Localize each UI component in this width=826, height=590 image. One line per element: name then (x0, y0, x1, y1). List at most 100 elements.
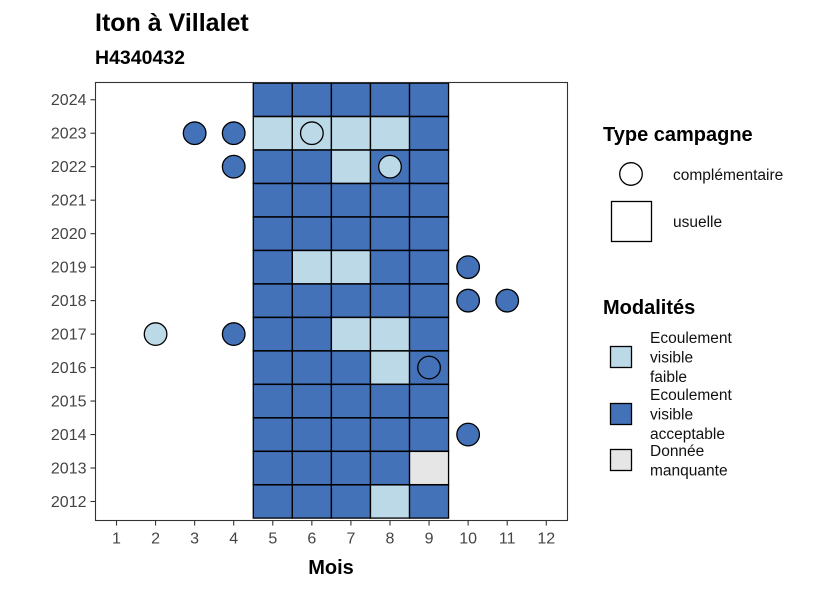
legends: Type campagne complémentaire usuelle Modali… (603, 124, 783, 480)
y-tick-label: 2023 (51, 126, 87, 143)
heatmap-cell (330, 383, 372, 419)
legend-label: acceptable (650, 426, 725, 443)
heatmap-cell (330, 283, 372, 318)
y-tick-label: 2024 (51, 92, 87, 109)
heatmap-cell (369, 115, 411, 151)
x-axis-title: Mois (308, 557, 354, 579)
heatmap-cell (408, 82, 450, 117)
data-point (378, 154, 402, 179)
y-tick-label: 2016 (51, 360, 87, 377)
heatmap-cell (252, 417, 293, 452)
heatmap-cell (408, 115, 450, 151)
legend-label: manquante (650, 463, 728, 480)
heatmap-cell (291, 283, 333, 318)
heatmap-cell (252, 115, 293, 151)
legend-fill-title: Modalités (603, 297, 695, 319)
legend-label: usuelle (673, 214, 722, 231)
heatmap-cell (252, 216, 293, 251)
y-tick-label: 2013 (51, 461, 87, 478)
heatmap-cell (330, 249, 372, 285)
heatmap-cell (408, 383, 450, 419)
y-tick-label: 2021 (51, 193, 87, 210)
data-point (417, 355, 442, 380)
legend-shape-title: Type campagne (603, 124, 753, 146)
heatmap-cell (369, 82, 411, 117)
data-point (143, 322, 168, 347)
data-point (495, 288, 520, 313)
heatmap-cell (369, 450, 411, 486)
heatmap-cell (408, 417, 450, 452)
x-tick-label: 7 (346, 531, 355, 548)
x-tick-label: 8 (386, 531, 395, 548)
heatmap-cell (291, 182, 333, 218)
heatmap-cell (291, 249, 333, 285)
legend-label: visible (650, 407, 693, 424)
heatmap-cell (291, 216, 333, 251)
heatmap-cell (369, 383, 411, 419)
heatmap-cell (252, 383, 293, 419)
data-point (456, 288, 481, 313)
data-point (221, 121, 246, 146)
legend-color-key (609, 402, 633, 426)
heatmap-cell (330, 417, 372, 452)
complementaire-points (143, 121, 520, 447)
legend-circle-key (619, 162, 643, 186)
x-tick-label: 5 (268, 531, 277, 548)
heatmap-cell (291, 450, 333, 486)
heatmap-cell (369, 216, 411, 251)
data-point (299, 121, 324, 146)
legend-label: complémentaire (673, 167, 783, 184)
legend-color-key (609, 345, 633, 369)
heatmap-cell (330, 450, 372, 486)
heatmap-cell (369, 283, 411, 318)
heatmap-cell (252, 149, 293, 184)
heatmap-cell (330, 484, 372, 519)
heatmap-cell (252, 249, 293, 285)
chart-subtitle: H4340432 (95, 47, 185, 69)
heatmap-cell (291, 417, 333, 452)
legend-label: faible (650, 369, 687, 386)
y-tick-label: 2014 (51, 427, 87, 444)
heatmap-cell (408, 316, 450, 352)
heatmap-cell (330, 316, 372, 352)
heatmap-cell (408, 249, 450, 285)
heatmap-cell (330, 82, 372, 117)
heatmap-cell (330, 182, 372, 218)
heatmap-cell (330, 350, 372, 385)
heatmap-cell (291, 149, 333, 184)
heatmap-cell (330, 149, 372, 184)
x-tick-label: 2 (151, 531, 160, 548)
legend-label: Ecoulement (650, 387, 733, 404)
heatmap-cell (408, 216, 450, 251)
y-tick-label: 2015 (51, 394, 87, 411)
heatmap-cell (408, 450, 450, 486)
heatmap-cell (252, 450, 293, 486)
usuelle-cells (252, 82, 450, 519)
chart-title: Iton à Villalet (95, 9, 249, 37)
y-tick-label: 2012 (51, 494, 87, 511)
data-point (456, 255, 481, 280)
heatmap-cell (252, 350, 293, 385)
legend-color-key (609, 448, 633, 472)
data-point (221, 154, 246, 179)
heatmap-cell (369, 182, 411, 218)
data-point (456, 422, 481, 447)
y-tick-label: 2020 (51, 226, 87, 243)
heatmap-cell (330, 115, 372, 151)
y-tick-label: 2017 (51, 327, 87, 344)
axes: 1 2 3 4 5 6 7 8 9 10 11 122012201320142015201620172… (51, 81, 569, 548)
data-point (182, 121, 207, 146)
heatmap-cell (252, 316, 293, 352)
x-tick-label: 3 (190, 531, 199, 548)
heatmap-cell (408, 182, 450, 218)
heatmap-cell (408, 149, 450, 184)
y-tick-label: 2022 (51, 159, 87, 176)
heatmap-cell (408, 283, 450, 318)
x-tick-label: 11 (499, 531, 516, 548)
x-tick-label: 1 (112, 531, 121, 548)
x-tick-label: 4 (229, 531, 238, 548)
heatmap-cell (252, 182, 293, 218)
heatmap-cell (252, 283, 293, 318)
heatmap-cell (291, 484, 333, 519)
